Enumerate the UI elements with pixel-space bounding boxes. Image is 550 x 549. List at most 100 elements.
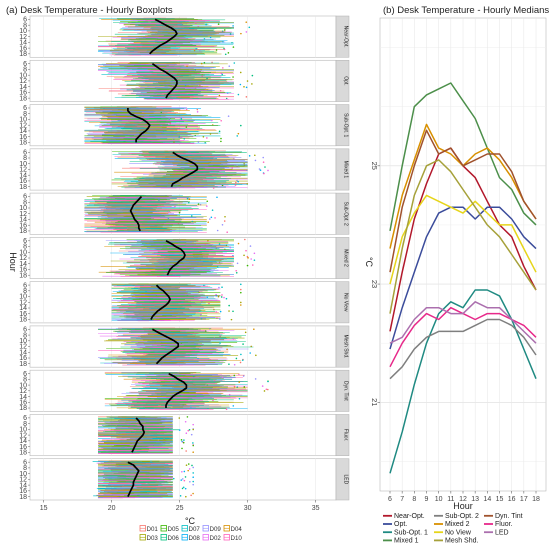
desk-box <box>160 331 171 332</box>
desk-box <box>156 93 175 95</box>
desk-box <box>157 383 186 385</box>
desk-box <box>153 128 183 130</box>
desk-box <box>162 186 184 188</box>
hour-tick-label: 14 <box>19 305 27 312</box>
desk-outlier <box>184 476 187 478</box>
desk-outlier <box>207 221 209 223</box>
desk-box <box>169 375 186 376</box>
facet-strip <box>335 458 350 501</box>
hour-tick-label: 12 <box>19 388 27 395</box>
desk-outlier <box>253 259 256 261</box>
desk-box <box>163 178 193 180</box>
desk-box <box>185 350 201 351</box>
desk-outlier <box>244 238 246 241</box>
desk-box <box>154 91 176 93</box>
desk-box <box>114 134 134 136</box>
desk-outlier <box>242 375 245 377</box>
desk-box <box>170 185 181 187</box>
desk-box <box>167 180 184 182</box>
desk-box <box>161 275 177 277</box>
desk-box <box>148 270 179 272</box>
legend-item-d05: D05 <box>160 525 179 533</box>
desk-box <box>182 152 199 154</box>
desk-box <box>160 52 178 54</box>
desk-box <box>137 135 156 136</box>
x-tick-label: 12 <box>459 496 467 503</box>
desk-box <box>160 90 179 91</box>
desk-outlier <box>248 155 251 157</box>
desk-box <box>134 223 147 224</box>
desk-box <box>129 477 155 479</box>
desk-outlier <box>245 21 248 23</box>
desk-box <box>130 65 163 67</box>
desk-outlier <box>235 181 237 184</box>
desk-box <box>178 156 205 158</box>
desk-box <box>162 23 187 25</box>
desk-box <box>147 404 172 405</box>
desk-box <box>182 34 203 35</box>
facet-strip <box>335 15 350 58</box>
x-tick-label: 20 <box>108 505 116 512</box>
desk-box <box>156 25 168 26</box>
desk-box <box>161 157 195 159</box>
desk-outlier <box>192 423 194 426</box>
desk-box <box>141 223 164 225</box>
desk-box <box>130 493 150 495</box>
desk-box <box>139 132 155 134</box>
legend-label: D07 <box>189 526 201 533</box>
desk-outlier <box>240 291 242 294</box>
desk-box <box>135 306 167 308</box>
hour-tick-label: 18 <box>19 449 27 456</box>
desk-box <box>175 185 195 187</box>
desk-box <box>187 171 214 172</box>
desk-box <box>166 181 193 183</box>
desk-box <box>194 381 207 383</box>
desk-box <box>144 490 158 492</box>
desk-box <box>116 492 148 494</box>
desk-outlier <box>237 132 240 135</box>
desk-box <box>171 248 181 250</box>
desk-box <box>118 425 130 427</box>
desk-box <box>134 358 163 359</box>
desk-box <box>100 219 132 220</box>
hour-tick-label: 10 <box>19 471 27 478</box>
desk-box <box>122 285 149 287</box>
desk-outlier <box>232 25 234 27</box>
desk-box <box>133 439 163 441</box>
desk-box <box>172 168 202 170</box>
desk-box <box>127 138 150 140</box>
desk-box <box>164 97 175 99</box>
desk-outlier <box>246 80 249 82</box>
desk-box <box>164 154 197 156</box>
desk-box <box>144 362 178 364</box>
desk-box <box>160 187 177 189</box>
desk-outlier <box>225 408 228 411</box>
desk-box <box>200 164 224 165</box>
desk-box <box>168 247 198 249</box>
desk-box <box>148 327 160 329</box>
desk-box <box>151 244 163 246</box>
desk-box <box>131 208 147 209</box>
desk-box <box>156 276 181 277</box>
desk-box <box>120 195 147 196</box>
desk-box <box>100 137 129 139</box>
desk-box <box>147 132 178 134</box>
desk-box <box>112 228 129 230</box>
x-tick-label: 7 <box>400 496 404 503</box>
legend-label: D06 <box>168 535 180 542</box>
desk-box <box>144 303 161 305</box>
desk-box <box>143 141 170 143</box>
desk-box <box>144 156 176 157</box>
desk-box <box>104 480 134 482</box>
desk-box <box>98 448 129 450</box>
desk-box <box>128 54 141 56</box>
desk-box <box>178 70 190 72</box>
facet-strip-label: Mesh Shd. <box>342 335 348 359</box>
desk-box <box>137 444 163 446</box>
desk-box <box>108 215 126 217</box>
desk-outlier <box>265 388 268 391</box>
medians-plot: 21 23 25 6 7 8 9 10 11 12 13 14 15 16 17 18 <box>370 17 547 503</box>
desk-box <box>134 429 147 430</box>
desk-box <box>124 470 135 472</box>
desk-outlier <box>253 252 256 255</box>
